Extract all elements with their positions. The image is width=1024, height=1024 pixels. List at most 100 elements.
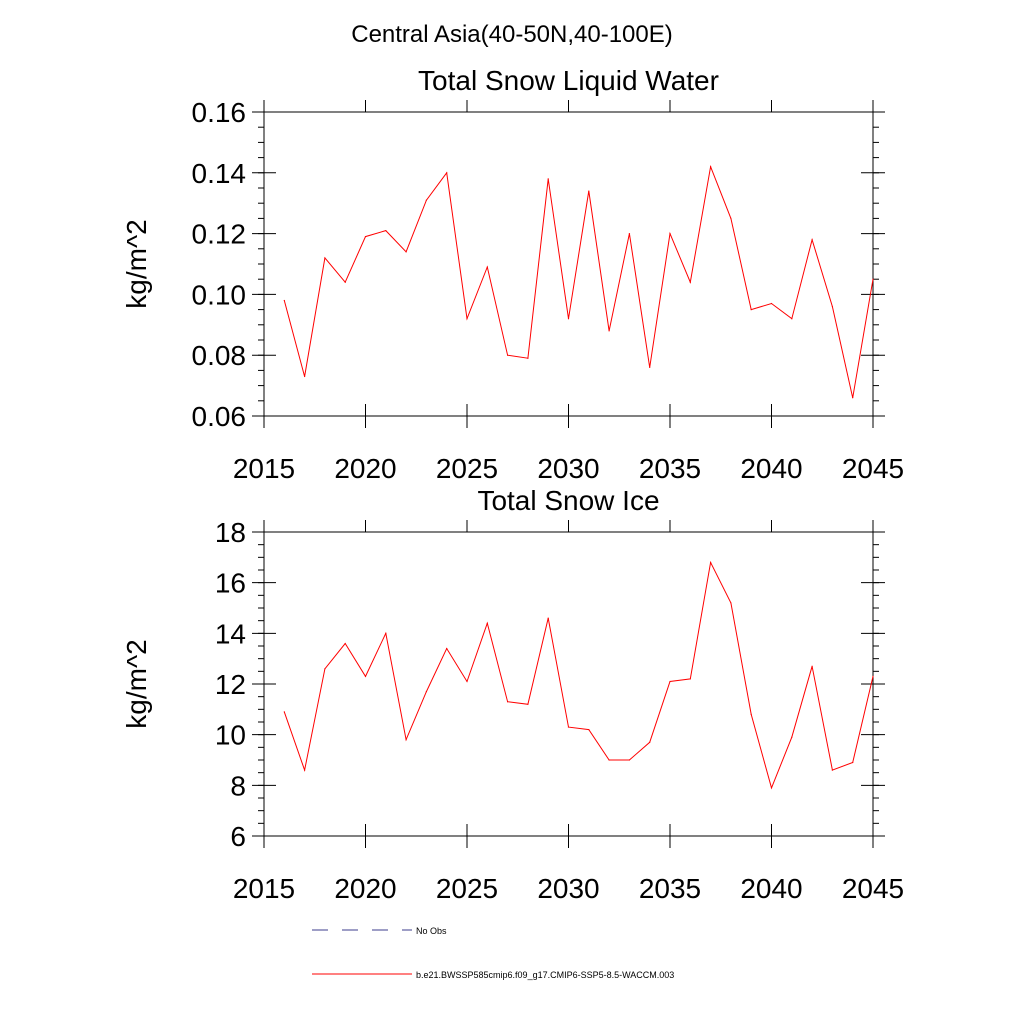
- data-point-liquid-water: [831, 305, 834, 308]
- legend-model-label: b.e21.BWSSP585cmip6.f09_g17.CMIP6-SSP5-8…: [416, 970, 674, 980]
- data-point-snow-ice: [344, 642, 346, 645]
- data-point-liquid-water: [770, 302, 773, 305]
- x-tick-label: 2045: [842, 873, 904, 904]
- data-point-snow-ice: [364, 675, 367, 678]
- data-point-snow-ice: [446, 647, 448, 650]
- panel-title-snow-ice: Total Snow Ice: [477, 485, 659, 516]
- series-line-snow-ice: [283, 560, 874, 790]
- x-tick-label: 2020: [334, 873, 396, 904]
- data-point-snow-ice: [831, 769, 834, 771]
- x-tick-label: 2040: [740, 453, 802, 484]
- data-point-snow-ice: [710, 561, 712, 564]
- data-point-liquid-water: [385, 229, 387, 232]
- data-point-liquid-water: [628, 233, 631, 235]
- y-tick-label: 10: [215, 720, 246, 751]
- data-point-snow-ice: [791, 736, 793, 738]
- data-point-liquid-water: [446, 172, 448, 174]
- data-point-liquid-water: [689, 281, 691, 283]
- y-tick-label: 12: [215, 669, 246, 700]
- data-point-liquid-water: [649, 366, 651, 368]
- data-point-liquid-water: [304, 375, 306, 378]
- data-point-liquid-water: [872, 278, 874, 280]
- data-point-liquid-water: [710, 166, 712, 168]
- data-point-liquid-water: [507, 354, 509, 356]
- y-tick-label: 0.14: [192, 158, 247, 189]
- panel-snow-ice: Total Snow Ice kg/m^2 6 8 10 12 14 16 18 2015 2020…: [121, 485, 904, 904]
- y-tick-label: 0.06: [192, 401, 247, 432]
- data-point-snow-ice: [405, 739, 407, 741]
- x-tick-label: 2035: [639, 873, 701, 904]
- data-point-liquid-water: [364, 236, 367, 238]
- x-tick-label: 2025: [436, 453, 498, 484]
- x-tick-label: 2035: [639, 453, 701, 484]
- data-point-snow-ice: [385, 632, 387, 634]
- series-line-liquid-water: [283, 164, 874, 398]
- data-point-liquid-water: [324, 257, 326, 259]
- x-tick-label: 2015: [233, 873, 295, 904]
- x-tick-label: 2040: [740, 873, 802, 904]
- y-tick-label: 0.16: [192, 97, 247, 128]
- data-point-snow-ice: [283, 711, 285, 713]
- panel-snow-liquid-water: Total Snow Liquid Water kg/m^2 0.06 0.08 0.1…: [121, 65, 904, 484]
- data-point-liquid-water: [669, 233, 671, 235]
- data-point-liquid-water: [588, 190, 590, 192]
- data-point-snow-ice: [507, 701, 509, 703]
- data-point-snow-ice: [689, 678, 691, 680]
- data-point-snow-ice: [811, 665, 813, 667]
- data-point-liquid-water: [547, 178, 549, 180]
- data-point-liquid-water: [750, 309, 752, 311]
- x-tick-label: 2020: [334, 453, 396, 484]
- x-tick-label: 2045: [842, 453, 904, 484]
- data-point-liquid-water: [567, 318, 570, 320]
- legend-obs-label: No Obs: [416, 926, 447, 936]
- x-tick-label: 2030: [537, 873, 599, 904]
- data-point-snow-ice: [486, 622, 488, 624]
- y-tick-label: 6: [230, 821, 246, 852]
- data-point-snow-ice: [872, 675, 874, 678]
- data-point-snow-ice: [324, 668, 326, 670]
- x-tick-label: 2030: [537, 453, 599, 484]
- y-tick-label: 8: [230, 770, 246, 801]
- y-tick-label: 16: [215, 568, 246, 599]
- plot-frame-liquid-water: [263, 111, 874, 417]
- data-point-snow-ice: [466, 680, 468, 683]
- plot-frame-snow-ice: [263, 531, 874, 837]
- data-point-snow-ice: [628, 759, 631, 761]
- data-point-snow-ice: [527, 703, 529, 705]
- data-point-snow-ice: [730, 602, 732, 604]
- x-tick-label: 2025: [436, 873, 498, 904]
- data-point-snow-ice: [750, 713, 752, 716]
- figure-title: Central Asia(40-50N,40-100E): [351, 21, 673, 48]
- y-tick-label: 0.08: [192, 340, 247, 371]
- data-point-liquid-water: [730, 217, 732, 219]
- data-point-liquid-water: [486, 266, 488, 268]
- data-point-snow-ice: [547, 617, 549, 619]
- data-point-liquid-water: [466, 318, 468, 320]
- y-tick-label: 18: [215, 517, 246, 548]
- data-point-liquid-water: [811, 239, 813, 241]
- y-tick-label: 0.12: [192, 219, 247, 250]
- panel-title-liquid-water: Total Snow Liquid Water: [418, 65, 719, 96]
- data-point-snow-ice: [304, 769, 306, 771]
- data-point-liquid-water: [527, 357, 529, 359]
- y-tick-label: 0.10: [192, 279, 247, 310]
- data-point-snow-ice: [567, 726, 570, 728]
- data-point-snow-ice: [649, 741, 651, 743]
- data-point-snow-ice: [588, 729, 590, 731]
- data-point-snow-ice: [669, 680, 671, 683]
- y-tick-label: 14: [215, 618, 246, 649]
- data-point-liquid-water: [405, 251, 407, 253]
- data-point-liquid-water: [283, 299, 285, 302]
- data-point-snow-ice: [425, 691, 427, 693]
- data-point-snow-ice: [852, 761, 854, 764]
- y-axis-label-liquid-water: kg/m^2: [121, 219, 152, 308]
- data-point-liquid-water: [425, 199, 427, 201]
- x-tick-label: 2015: [233, 453, 295, 484]
- legend: No Obs b.e21.BWSSP585cmip6.f09_g17.CMIP6…: [312, 926, 674, 980]
- y-axis-label-snow-ice: kg/m^2: [121, 639, 152, 728]
- data-point-liquid-water: [852, 397, 854, 399]
- data-point-snow-ice: [608, 759, 610, 761]
- data-point-liquid-water: [344, 281, 346, 283]
- data-point-liquid-water: [791, 318, 793, 320]
